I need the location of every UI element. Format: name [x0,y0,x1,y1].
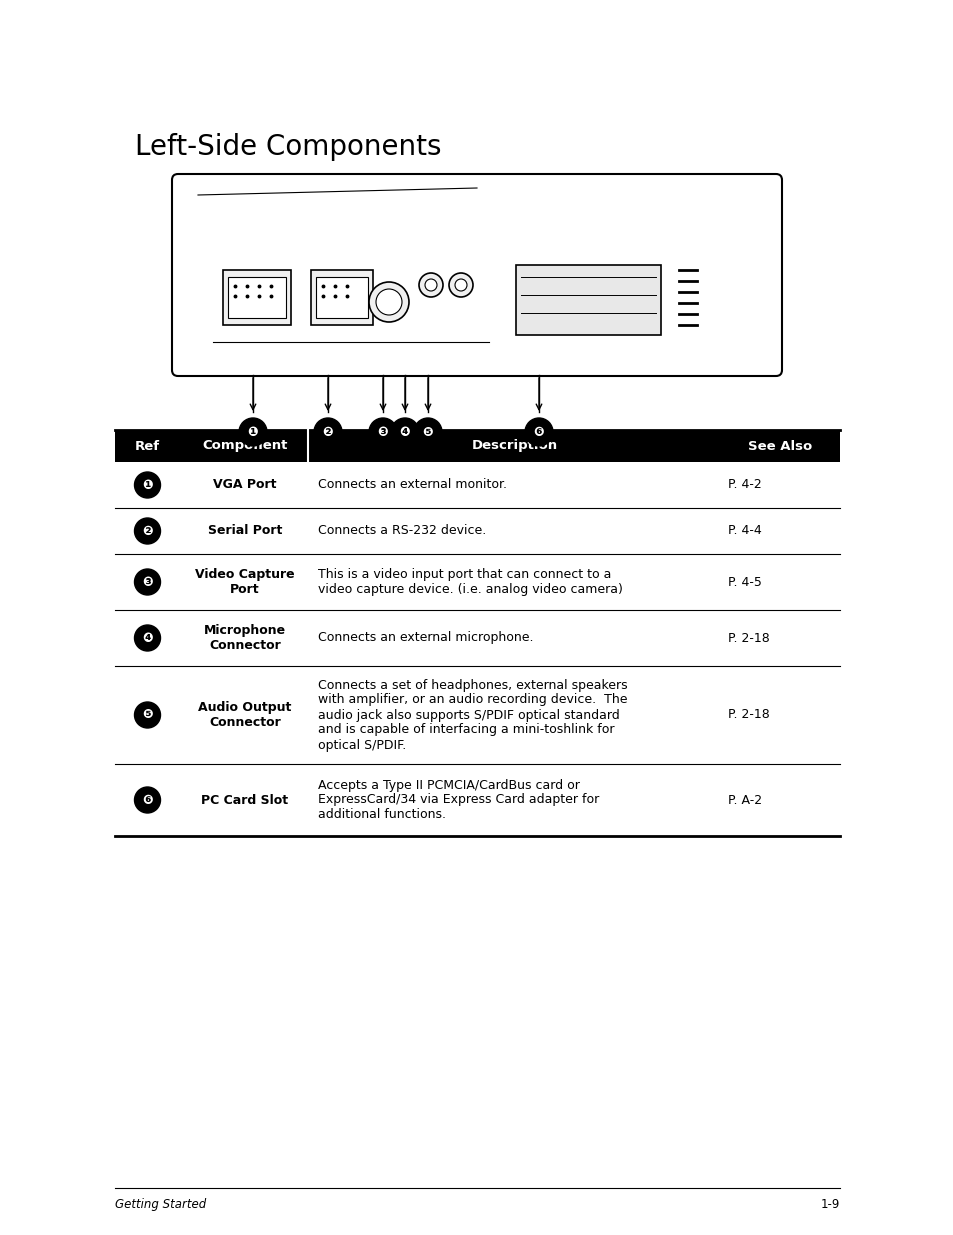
Circle shape [134,569,160,595]
Bar [115,666,840,764]
Circle shape [134,472,160,498]
Circle shape [134,625,160,651]
Text: Connects an external microphone.: Connects an external microphone. [317,631,533,645]
Bar [223,270,291,325]
Text: Component: Component [202,440,288,452]
Bar [315,277,368,317]
Text: ❷: ❷ [142,525,152,537]
Text: Audio Output
Connector: Audio Output Connector [198,701,292,729]
Text: P. 4-2: P. 4-2 [727,478,760,492]
Bar [115,610,840,666]
Circle shape [391,417,418,446]
Text: Description: Description [472,440,558,452]
Circle shape [375,289,401,315]
Text: Accepts a Type II PCMCIA/CardBus card or
ExpressCard/34 via Express Card adapter: Accepts a Type II PCMCIA/CardBus card or… [317,778,598,821]
Text: ❹: ❹ [142,631,152,645]
Text: Left-Side Components: Left-Side Components [135,133,441,161]
Text: P. 2-18: P. 2-18 [727,709,769,721]
Circle shape [134,517,160,543]
Text: Serial Port: Serial Port [208,525,282,537]
Text: P. 2-18: P. 2-18 [727,631,769,645]
Text: ❶: ❶ [142,478,152,492]
Text: P. 4-5: P. 4-5 [727,576,761,589]
Bar [228,277,286,317]
Text: P. 4-4: P. 4-4 [727,525,760,537]
Text: Ref: Ref [134,440,160,452]
Bar [115,430,840,462]
Text: This is a video input port that can connect to a
video capture device. (i.e. ana: This is a video input port that can conn… [317,568,622,597]
Text: ❻: ❻ [533,426,544,438]
Bar [115,508,840,555]
Bar [115,555,840,610]
Text: 1-9: 1-9 [820,1198,840,1212]
Text: P. A-2: P. A-2 [727,794,761,806]
Circle shape [369,282,409,322]
Text: PC Card Slot: PC Card Slot [201,794,288,806]
Text: ❹: ❹ [399,426,410,438]
Text: ❸: ❸ [142,576,152,589]
Circle shape [134,787,160,813]
Text: ❺: ❺ [142,709,152,721]
Bar [115,462,840,508]
Circle shape [134,701,160,727]
Text: ❷: ❷ [322,426,333,438]
Bar [516,266,660,335]
Circle shape [455,279,467,291]
Bar [311,270,373,325]
FancyBboxPatch shape [172,174,781,375]
Text: ❻: ❻ [142,794,152,806]
Circle shape [414,417,441,446]
Circle shape [314,417,341,446]
Circle shape [424,279,436,291]
Bar [115,764,840,836]
Text: Video Capture
Port: Video Capture Port [195,568,294,597]
Text: Connects a set of headphones, external speakers
with amplifier, or an audio reco: Connects a set of headphones, external s… [317,678,627,752]
Circle shape [239,417,267,446]
Circle shape [449,273,473,296]
Text: Connects an external monitor.: Connects an external monitor. [317,478,506,492]
Text: Getting Started: Getting Started [115,1198,206,1212]
Circle shape [524,417,553,446]
Text: ❶: ❶ [248,426,258,438]
Text: ❺: ❺ [422,426,433,438]
Text: Microphone
Connector: Microphone Connector [204,624,286,652]
Circle shape [369,417,396,446]
Text: ❸: ❸ [377,426,388,438]
Text: See Also: See Also [747,440,811,452]
Circle shape [418,273,442,296]
Text: Connects a RS-232 device.: Connects a RS-232 device. [317,525,486,537]
Text: VGA Port: VGA Port [213,478,276,492]
